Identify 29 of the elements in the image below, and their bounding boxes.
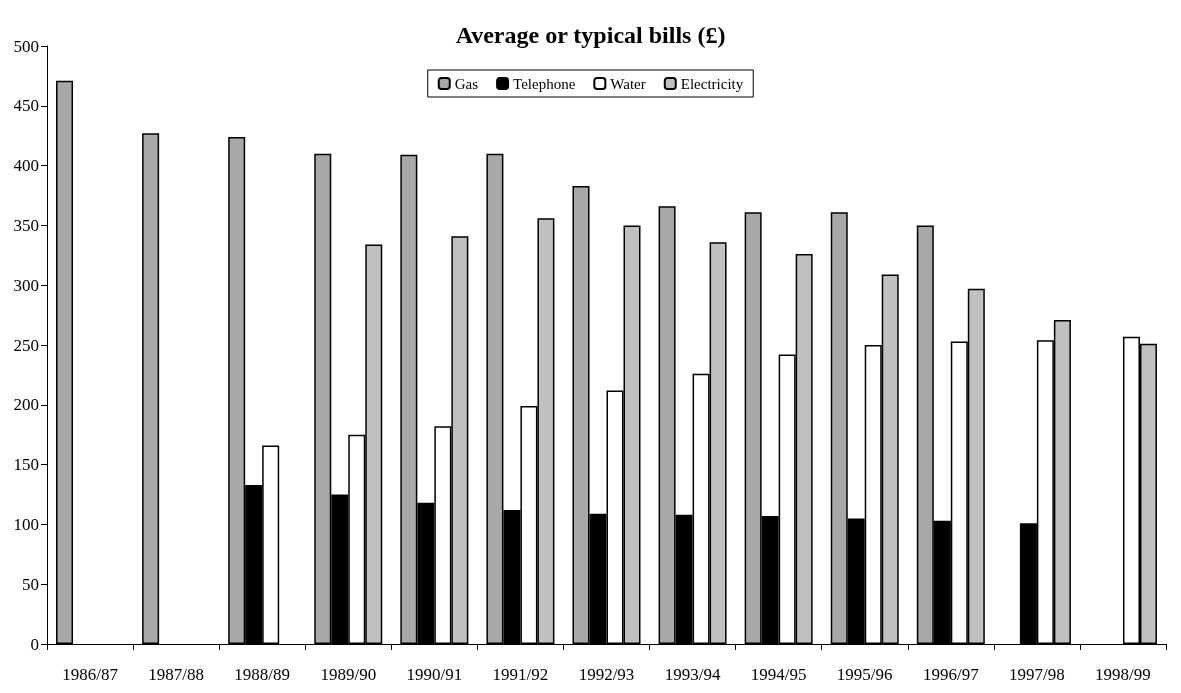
- legend-label: Telephone: [513, 75, 576, 92]
- y-tick-label: 350: [13, 215, 39, 235]
- y-tick-label: 200: [13, 395, 39, 415]
- x-tick-label: 1991/92: [492, 665, 549, 684]
- y-tick-label: 450: [13, 96, 39, 116]
- x-tick-label: 1998/99: [1095, 665, 1151, 684]
- y-tick-label: 100: [13, 514, 39, 534]
- x-tick-label: 1992/93: [578, 665, 635, 684]
- x-tick-label: 1993/94: [664, 665, 721, 684]
- x-tick-label: 1996/97: [922, 665, 980, 684]
- y-tick-label: 50: [22, 574, 39, 594]
- y-tick-label: 250: [13, 335, 39, 355]
- x-tick-label: 1997/98: [1009, 665, 1065, 684]
- y-tick-label: 150: [13, 455, 39, 475]
- x-tick-label: 1988/89: [234, 665, 291, 684]
- x-tick-label: 1989/90: [320, 665, 377, 684]
- x-tick-label: 1986/87: [62, 665, 119, 684]
- y-tick-label: 300: [13, 275, 39, 295]
- legend-label: Water: [610, 75, 646, 92]
- y-tick-label: 400: [13, 156, 39, 176]
- y-tick-label: 500: [13, 36, 39, 56]
- x-tick-label: 1990/91: [406, 665, 463, 684]
- chart-title: Average or typical bills (£): [455, 22, 726, 48]
- x-tick-label: 1987/88: [148, 665, 204, 684]
- x-tick-label: 1994/95: [750, 665, 807, 684]
- legend-label: Gas: [454, 75, 479, 92]
- legend-label: Electricity: [680, 75, 744, 92]
- y-tick-label: 0: [30, 634, 39, 654]
- x-tick-label: 1995/96: [836, 665, 893, 684]
